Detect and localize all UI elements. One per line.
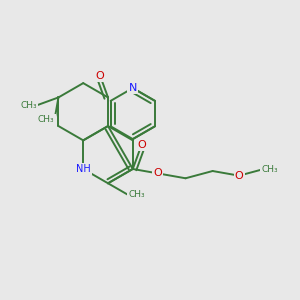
Text: O: O — [137, 140, 146, 150]
Text: CH₃: CH₃ — [261, 165, 278, 174]
Text: CH₃: CH₃ — [38, 115, 55, 124]
Text: O: O — [235, 171, 243, 181]
Text: CH₃: CH₃ — [21, 100, 38, 109]
Text: CH₃: CH₃ — [128, 190, 145, 200]
Text: N: N — [129, 83, 137, 93]
Text: O: O — [154, 168, 162, 178]
Text: O: O — [96, 70, 104, 80]
Text: NH: NH — [76, 164, 91, 174]
